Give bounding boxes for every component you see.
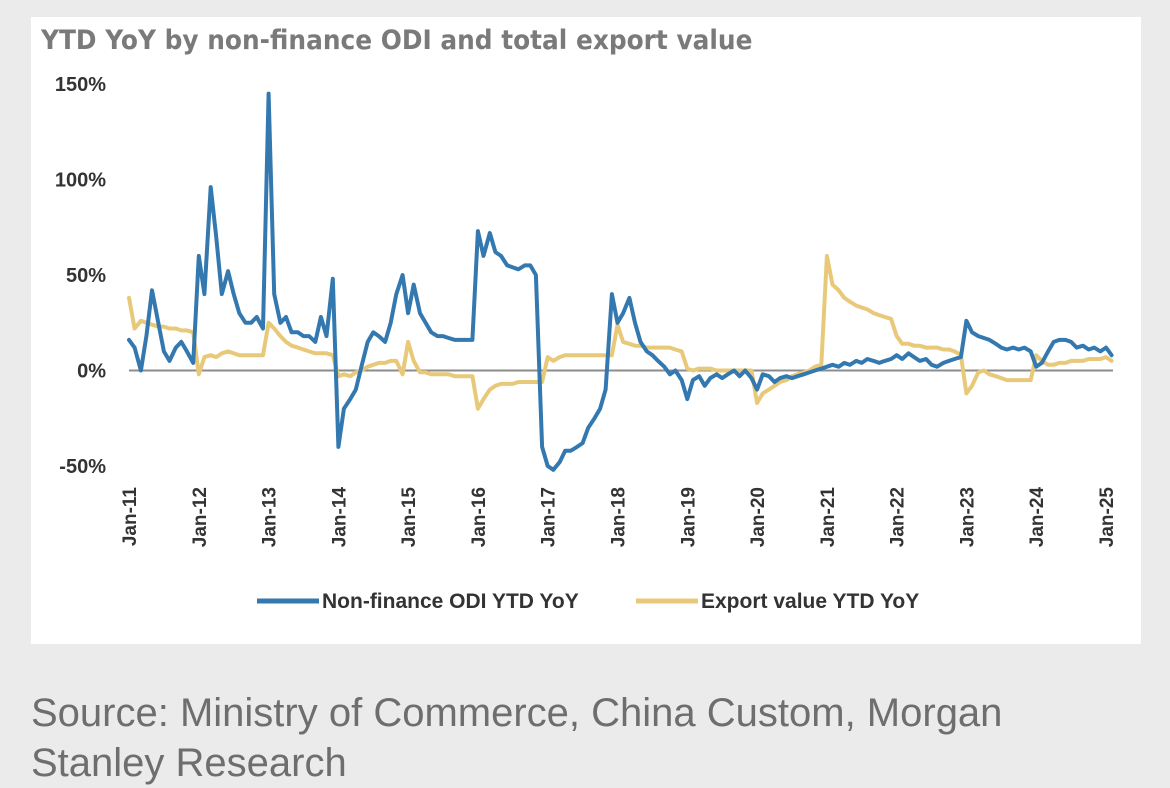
x-tick-label: Jan-14 [329, 487, 350, 548]
line-chart: 150%100%50%0%-50% Jan-11 Jan-12 Jan-13 Jan-… [55, 74, 1118, 613]
x-tick-label: Jan-21 [818, 487, 839, 548]
x-tick-label: Jan-15 [399, 487, 420, 548]
x-tick-label: Jan-17 [539, 487, 560, 547]
legend-export-label: Export value YTD YoY [701, 590, 919, 613]
x-tick-label: Jan-16 [469, 487, 490, 547]
source-note: Source: Ministry of Commerce, China Cust… [31, 691, 1003, 785]
legend: Non-finance ODI YTD YoY Export value YTD … [257, 590, 919, 613]
x-tick-label: Jan-24 [1027, 487, 1048, 548]
x-tick-label: Jan-13 [260, 487, 281, 547]
x-tick-label: Jan-25 [1097, 487, 1118, 548]
x-tick-label: Jan-19 [678, 487, 699, 547]
y-axis-ticks: 150% 100% 50% 0% -50% [55, 74, 106, 478]
legend-odi-label: Non-finance ODI YTD YoY [322, 590, 579, 613]
odi-series-line [127, 91, 1114, 472]
x-axis-ticks: Jan-11 Jan-12 Jan-13 Jan-14 Jan-15 Jan-16 Jan-… [120, 487, 1118, 548]
x-tick-label: Jan-22 [888, 487, 909, 547]
x-tick-label: Jan-20 [748, 487, 769, 547]
y-tick-label: 50% [66, 265, 106, 287]
x-tick-label: Jan-18 [609, 487, 630, 547]
y-tick-label: 0% [77, 361, 106, 383]
y-tick-label: 100% [55, 170, 106, 192]
chart-card: YTD YoY by non-finance ODI and total exp… [31, 17, 1141, 644]
x-tick-label: Jan-23 [957, 487, 978, 547]
x-tick-label: Jan-11 [120, 487, 141, 547]
export-series-line [127, 253, 1114, 411]
series-layer [127, 91, 1114, 472]
y-tick-label: 150% [55, 74, 106, 96]
y-tick-label: -50% [59, 456, 106, 478]
x-tick-label: Jan-12 [190, 487, 211, 547]
chart-title: YTD YoY by non-finance ODI and total exp… [41, 25, 753, 56]
